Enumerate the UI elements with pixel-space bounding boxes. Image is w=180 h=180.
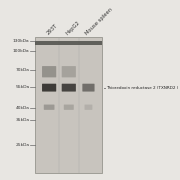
FancyBboxPatch shape: [42, 84, 56, 92]
FancyBboxPatch shape: [44, 105, 55, 110]
FancyBboxPatch shape: [82, 84, 94, 92]
Text: 70kDa: 70kDa: [16, 68, 30, 72]
Text: 293T: 293T: [46, 23, 58, 36]
FancyBboxPatch shape: [85, 105, 92, 110]
Bar: [35, 37, 102, 174]
FancyBboxPatch shape: [62, 66, 76, 77]
Text: 25kDa: 25kDa: [15, 143, 30, 147]
Text: 35kDa: 35kDa: [15, 118, 30, 122]
Text: Thioredoxin reductase 2 (TXNRD2 ): Thioredoxin reductase 2 (TXNRD2 ): [106, 86, 178, 90]
Text: 40kDa: 40kDa: [16, 106, 30, 110]
FancyBboxPatch shape: [62, 84, 76, 92]
Text: Mouse spleen: Mouse spleen: [85, 7, 114, 36]
Text: 130kDa: 130kDa: [13, 39, 30, 43]
FancyBboxPatch shape: [42, 66, 56, 77]
FancyBboxPatch shape: [64, 105, 74, 110]
Text: 55kDa: 55kDa: [15, 85, 30, 89]
Bar: [35, 41, 102, 45]
Text: HepG2: HepG2: [65, 20, 81, 36]
Text: 100kDa: 100kDa: [13, 49, 30, 53]
